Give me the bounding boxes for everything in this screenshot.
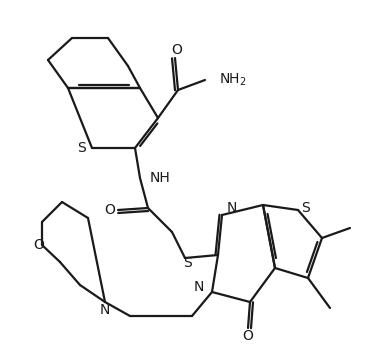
Text: S: S [183,256,191,270]
Text: N: N [100,303,110,317]
Text: NH: NH [150,171,171,185]
Text: S: S [301,201,310,215]
Text: O: O [172,43,183,57]
Text: S: S [78,141,86,155]
Text: N: N [227,201,238,215]
Text: NH$_2$: NH$_2$ [219,72,246,88]
Text: O: O [243,329,254,343]
Text: O: O [33,238,44,252]
Text: O: O [105,203,115,217]
Text: N: N [193,280,204,294]
